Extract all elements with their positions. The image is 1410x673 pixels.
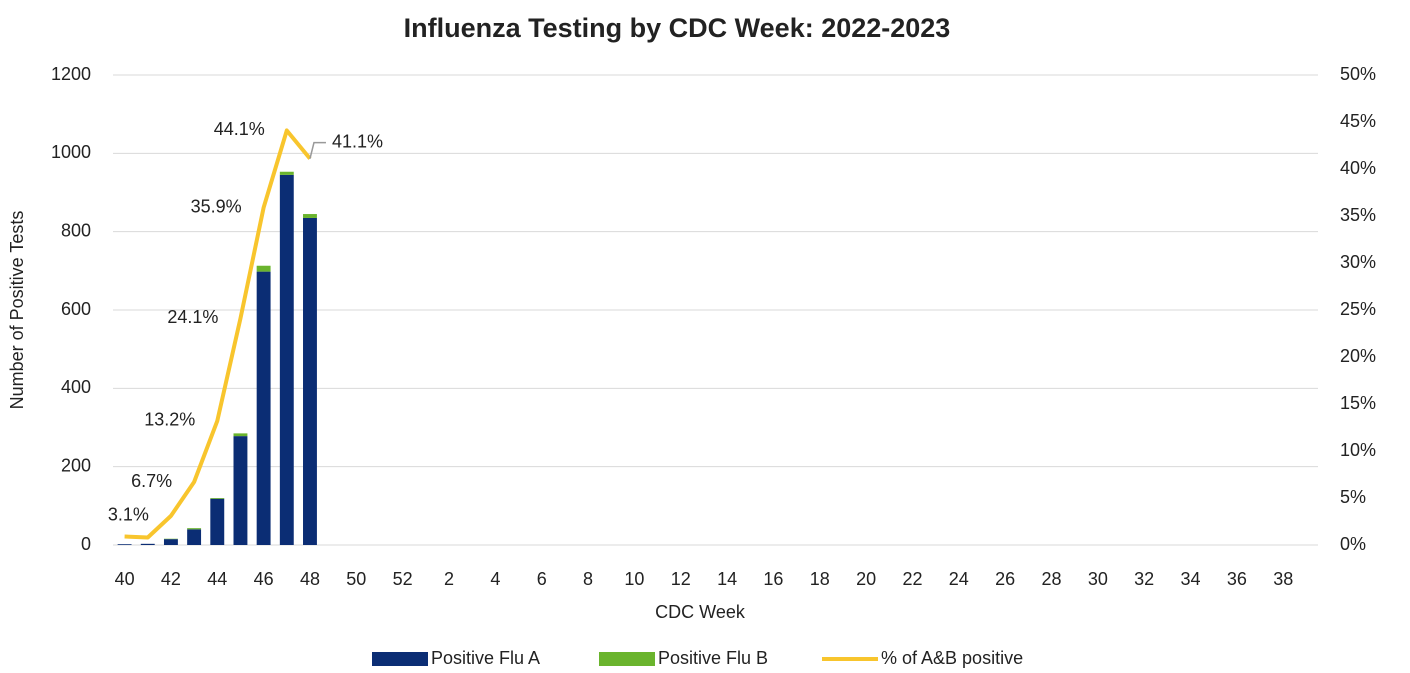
x-tick-label: 42 <box>161 569 181 589</box>
x-tick-label: 38 <box>1273 569 1293 589</box>
bar <box>279 171 294 175</box>
x-tick-label: 32 <box>1134 569 1154 589</box>
y-tick-label: 800 <box>61 220 91 240</box>
x-tick-label: 30 <box>1088 569 1108 589</box>
bar <box>163 539 178 545</box>
y2-tick-label: 40% <box>1340 158 1376 178</box>
x-tick-label: 28 <box>1041 569 1061 589</box>
x-tick-label: 50 <box>346 569 366 589</box>
y2-tick-label: 35% <box>1340 205 1376 225</box>
y-tick-label: 1200 <box>51 64 91 84</box>
bar <box>210 498 225 499</box>
y-tick-label: 200 <box>61 455 91 475</box>
y-tick-label: 600 <box>61 299 91 319</box>
bar <box>233 433 248 437</box>
x-tick-label: 52 <box>393 569 413 589</box>
data-label: 13.2% <box>144 410 195 430</box>
x-tick-label: 10 <box>624 569 644 589</box>
bar <box>187 528 202 530</box>
bar <box>256 265 271 272</box>
y-tick-label: 0 <box>81 534 91 554</box>
y-tick-label: 400 <box>61 377 91 397</box>
x-tick-label: 4 <box>490 569 500 589</box>
legend-swatch <box>599 652 655 666</box>
x-tick-label: 6 <box>537 569 547 589</box>
bar <box>303 214 317 218</box>
x-tick-label: 36 <box>1227 569 1247 589</box>
bar <box>233 436 248 545</box>
x-tick-label: 12 <box>671 569 691 589</box>
legend-swatch <box>372 652 428 666</box>
y2-tick-label: 45% <box>1340 111 1376 131</box>
bar <box>210 498 225 545</box>
y2-tick-label: 0% <box>1340 534 1366 554</box>
bar <box>256 271 271 545</box>
y2-tick-label: 15% <box>1340 393 1376 413</box>
y2-tick-label: 50% <box>1340 64 1376 84</box>
bar <box>117 544 132 545</box>
y2-tick-label: 25% <box>1340 299 1376 319</box>
bar <box>187 529 202 545</box>
x-tick-label: 44 <box>207 569 227 589</box>
y2-tick-label: 10% <box>1340 440 1376 460</box>
data-label: 41.1% <box>332 131 383 151</box>
x-tick-label: 40 <box>115 569 135 589</box>
line-series <box>124 128 312 540</box>
y2-tick-label: 30% <box>1340 252 1376 272</box>
x-tick-label: 48 <box>300 569 320 589</box>
legend-label: % of A&B positive <box>881 648 1023 668</box>
leader-line <box>309 141 326 159</box>
legend-label: Positive Flu A <box>431 648 540 668</box>
y-tick-label: 1000 <box>51 142 91 162</box>
legend-label: Positive Flu B <box>658 648 768 668</box>
x-tick-label: 24 <box>949 569 969 589</box>
x-tick-label: 16 <box>763 569 783 589</box>
bar <box>279 174 294 545</box>
bar <box>140 543 155 545</box>
x-tick-label: 18 <box>810 569 830 589</box>
y2-tick-label: 20% <box>1340 346 1376 366</box>
x-tick-label: 22 <box>902 569 922 589</box>
x-axis-title: CDC Week <box>655 602 746 622</box>
x-tick-label: 2 <box>444 569 454 589</box>
data-label: 3.1% <box>108 505 149 525</box>
x-tick-label: 20 <box>856 569 876 589</box>
data-label: 44.1% <box>214 119 265 139</box>
x-tick-label: 8 <box>583 569 593 589</box>
y2-tick-label: 5% <box>1340 487 1366 507</box>
bar <box>303 217 317 546</box>
y-axis-title: Number of Positive Tests <box>7 211 27 410</box>
chart-title: Influenza Testing by CDC Week: 2022-2023 <box>404 13 951 43</box>
x-tick-label: 34 <box>1181 569 1201 589</box>
x-tick-label: 46 <box>254 569 274 589</box>
data-label: 35.9% <box>191 196 242 216</box>
data-label: 6.7% <box>131 471 172 491</box>
data-label: 24.1% <box>167 307 218 327</box>
x-tick-label: 26 <box>995 569 1015 589</box>
x-tick-label: 14 <box>717 569 737 589</box>
